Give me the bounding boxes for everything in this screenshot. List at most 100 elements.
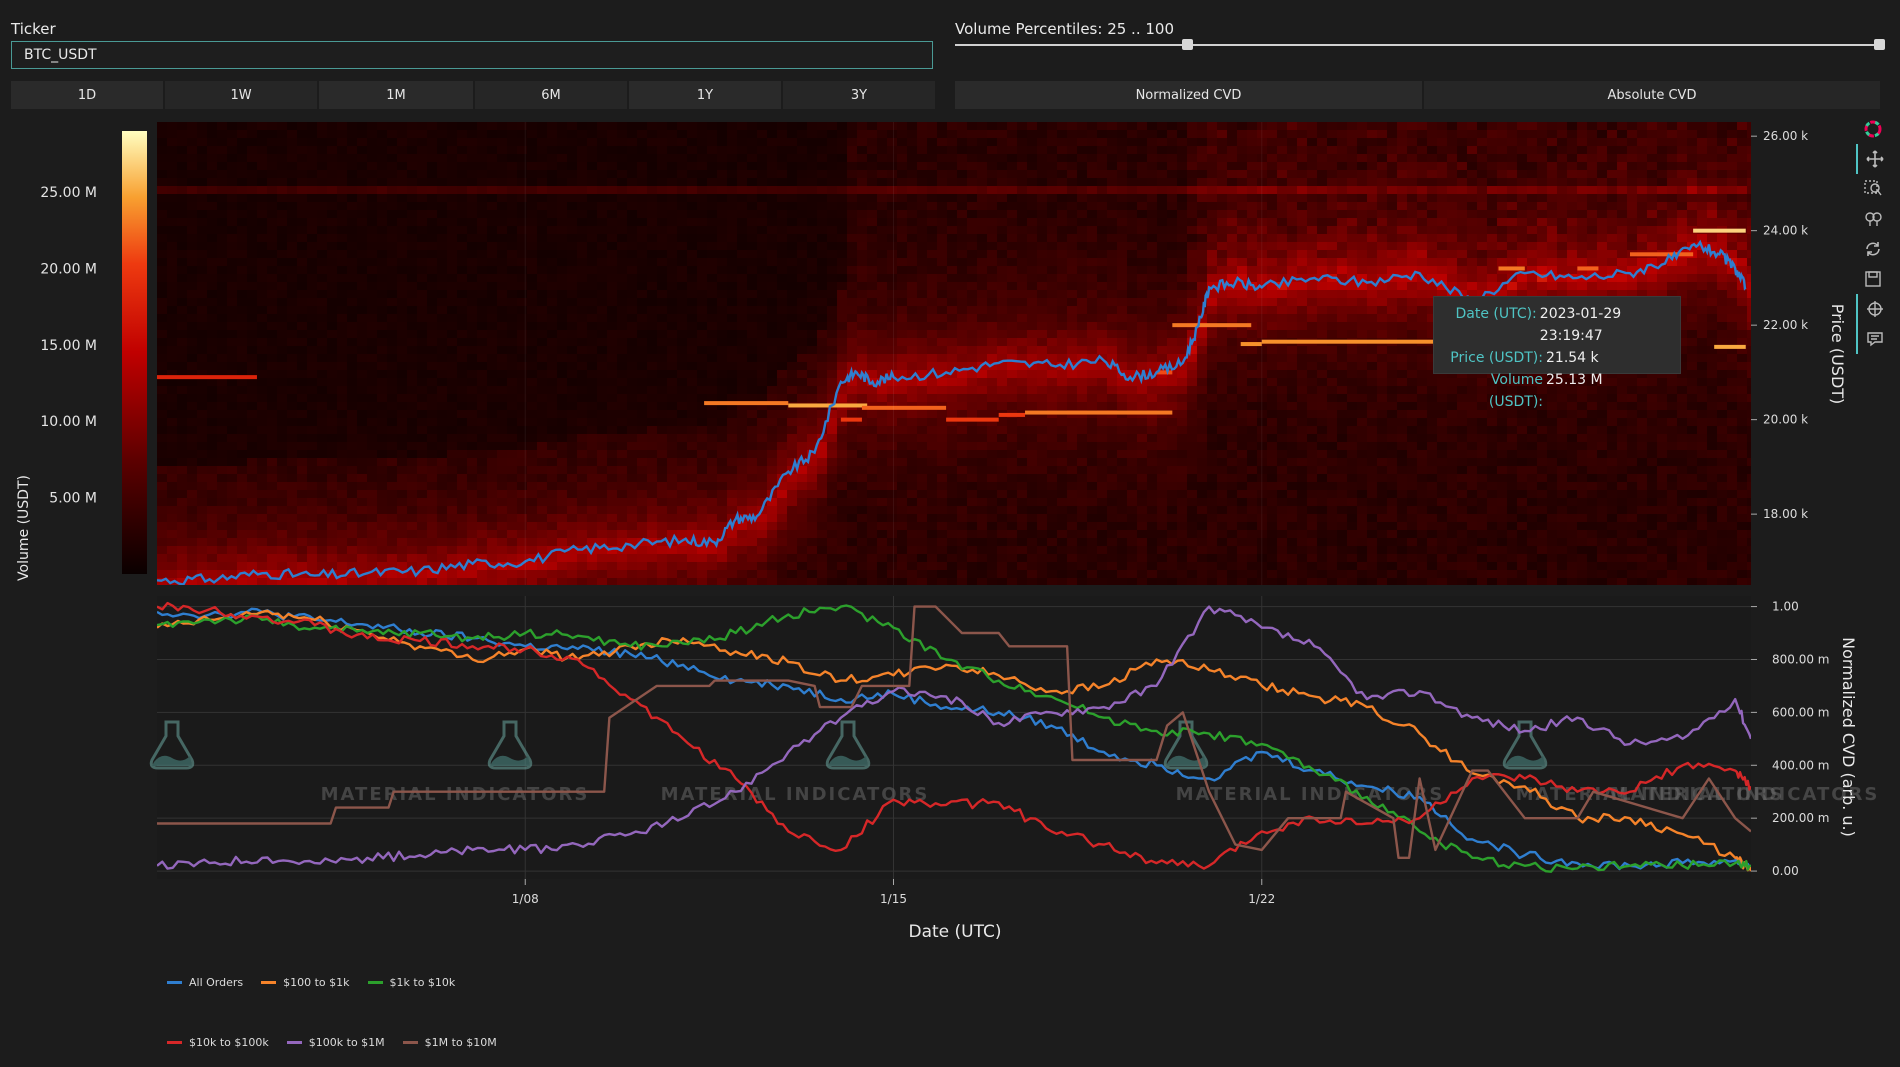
heatmap-cell [847,450,858,459]
heatmap-cell [417,130,428,139]
reset-icon[interactable] [1856,234,1890,264]
heatmap-cell [297,146,308,155]
volume-percentile-slider[interactable] [955,44,1880,46]
heatmap-cell [817,498,828,507]
heatmap-cell [737,330,748,339]
heatmap-cell [577,314,588,323]
timeframe-1d-button[interactable]: 1D [11,81,165,109]
heatmap-cell [347,162,358,171]
heatmap-cell [947,338,958,347]
heatmap-cell [517,386,528,395]
heatmap-cell [587,506,598,515]
crosshair-icon[interactable] [1856,294,1892,324]
heatmap-cell [647,562,658,571]
heatmap-cell [397,274,408,283]
heatmap-cell [197,242,208,251]
heatmap-cell [907,138,918,147]
heatmap-cell [277,474,288,483]
heatmap-cell [527,186,538,195]
heatmap-cell [857,562,868,571]
heatmap-cell [947,354,958,363]
heatmap-cell [277,530,288,539]
heatmap-cell [817,578,828,585]
heatmap-cell [517,498,528,507]
heatmap-cell [857,434,868,443]
heatmap-cell [607,218,618,227]
pan-icon[interactable] [1856,144,1892,174]
heatmap-cell [287,434,298,443]
plotly-logo-icon[interactable] [1856,114,1890,144]
heatmap-cell [157,482,168,491]
heatmap-cell [927,210,938,219]
heatmap-cell [207,298,218,307]
heatmap-cell [247,546,258,555]
heatmap-cell [827,242,838,251]
heatmap-cell [267,146,278,155]
heatmap-cell [477,234,488,243]
slider-high-handle[interactable] [1874,39,1885,50]
heatmap-cell [697,338,708,347]
heatmap-cell [467,138,478,147]
heatmap-cell [237,194,248,203]
heatmap-cell [337,226,348,235]
wheel-zoom-icon[interactable] [1856,204,1890,234]
heatmap-cell [667,282,678,291]
ticker-input[interactable] [11,41,933,69]
heatmap-cell [427,338,438,347]
box-zoom-icon[interactable] [1856,174,1890,204]
heatmap-cell [907,170,918,179]
heatmap-cell [747,506,758,515]
heatmap-cell [327,298,338,307]
hover-icon[interactable] [1856,324,1892,354]
timeframe-1y-button[interactable]: 1Y [629,81,783,109]
heatmap-cell [447,346,458,355]
heatmap-cell [157,338,168,347]
heatmap-cell [797,330,808,339]
heatmap-cell [387,154,398,163]
heatmap-cell [577,226,588,235]
heatmap-cell [657,322,668,331]
timeframe-6m-button[interactable]: 6M [475,81,629,109]
heatmap-cell [697,514,708,523]
heatmap-cell [407,554,418,563]
heatmap-cell [347,482,358,491]
normalized-cvd-button[interactable]: Normalized CVD [955,81,1424,109]
heatmap-cell [817,330,828,339]
save-icon[interactable] [1856,264,1890,294]
absolute-cvd-button[interactable]: Absolute CVD [1424,81,1880,109]
heatmap-cell [457,282,468,291]
heatmap-cell [747,130,758,139]
heatmap-cell [447,490,458,499]
heatmap-cell [837,442,848,451]
heatmap-cell [637,570,648,579]
heatmap-cell [927,498,938,507]
slider-low-handle[interactable] [1182,39,1193,50]
timeframe-3y-button[interactable]: 3Y [783,81,935,109]
heatmap-cell [767,186,778,195]
heatmap-cell [857,410,868,419]
timeframe-1w-button[interactable]: 1W [165,81,319,109]
heatmap-cell [727,194,738,203]
heatmap-cell [497,210,508,219]
heatmap-cell [207,450,218,459]
heatmap-cell [867,354,878,363]
heatmap-cell [217,410,228,419]
heatmap-cell [687,162,698,171]
heatmap-cell [577,554,588,563]
heatmap-cell [187,482,198,491]
heatmap-cell [527,538,538,547]
heatmap-cell [387,322,398,331]
heatmap-cell [517,266,528,275]
heatmap-cell [497,490,508,499]
timeframe-1m-button[interactable]: 1M [319,81,475,109]
heatmap-cell [287,386,298,395]
heatmap-cell [897,386,908,395]
heatmap-cell [297,330,308,339]
heatmap-cell [387,546,398,555]
heatmap-cell [657,562,668,571]
heatmap-cell [517,170,528,179]
heatmap-cell [327,130,338,139]
heatmap-cell [467,394,478,403]
heatmap-cell [617,514,628,523]
heatmap-cell [857,514,868,523]
